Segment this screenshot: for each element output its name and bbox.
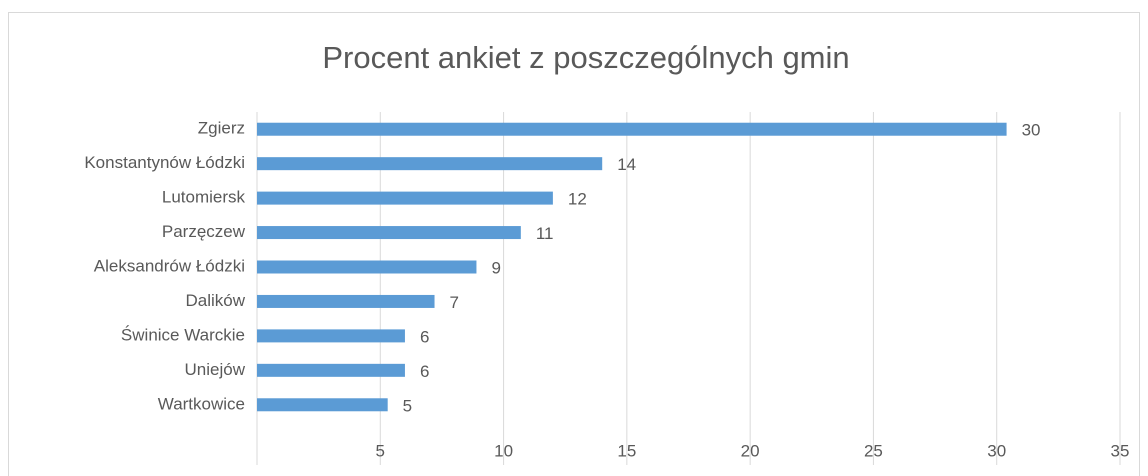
bar — [257, 329, 405, 343]
x-tick-label: 15 — [617, 441, 636, 460]
x-tick-label: 10 — [494, 441, 513, 460]
y-tick-label: Aleksandrów Łódzki — [94, 256, 245, 275]
bar — [257, 191, 553, 205]
data-label: 11 — [536, 224, 554, 243]
data-label: 6 — [420, 362, 429, 381]
data-label: 30 — [1022, 121, 1041, 140]
bar — [257, 363, 405, 377]
bar — [257, 122, 1007, 136]
y-tick-label: Konstantynów Łódzki — [84, 153, 245, 172]
data-label: 12 — [568, 190, 587, 209]
x-tick-label: 5 — [376, 441, 385, 460]
x-tick-label: 30 — [987, 441, 1006, 460]
y-tick-label: Zgierz — [198, 119, 245, 138]
bar — [257, 294, 435, 308]
bar — [257, 398, 388, 412]
chart-title: Procent ankiet z poszczególnych gmin — [322, 40, 849, 75]
data-label: 14 — [617, 155, 636, 174]
data-label: 5 — [403, 396, 412, 415]
bar — [257, 226, 521, 240]
data-label: 6 — [420, 327, 429, 346]
y-tick-label: Świnice Warckie — [121, 325, 245, 344]
y-tick-label: Dalików — [185, 291, 245, 310]
data-label: 9 — [491, 258, 500, 277]
x-tick-label: 25 — [864, 441, 883, 460]
x-tick-label: 20 — [741, 441, 760, 460]
x-tick-label: 35 — [1111, 441, 1130, 460]
y-tick-label: Wartkowice — [158, 394, 245, 413]
y-tick-label: Lutomiersk — [162, 188, 246, 207]
chart-frame — [8, 12, 1140, 476]
data-label: 7 — [450, 293, 459, 312]
y-tick-label: Uniejów — [185, 360, 246, 379]
bar — [257, 157, 603, 171]
bar — [257, 260, 477, 274]
y-tick-label: Parzęczew — [162, 222, 246, 241]
